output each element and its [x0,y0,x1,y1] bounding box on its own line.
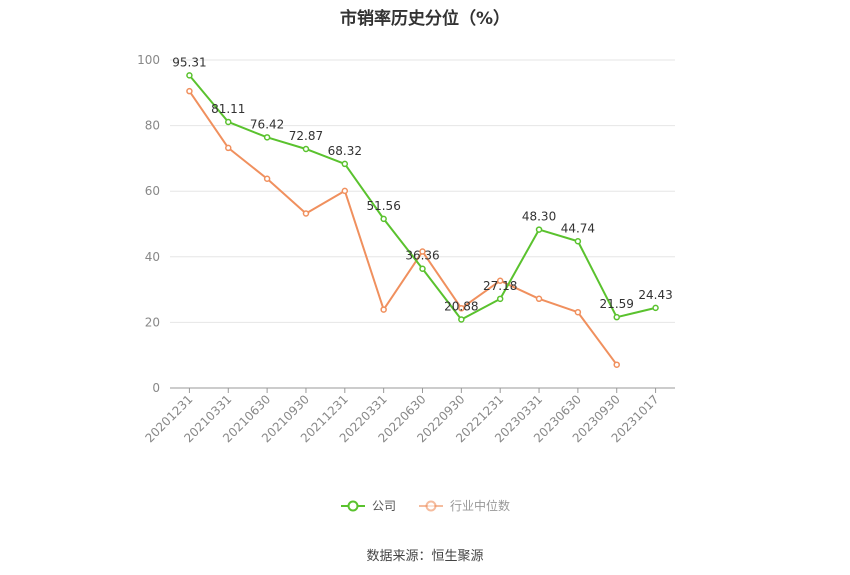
data-label: 44.74 [561,221,595,235]
series-layer [186,72,659,368]
data-label: 76.42 [250,117,284,131]
data-point[interactable] [458,305,465,312]
legend: 公司 行业中位数 [0,497,850,514]
legend-company-marker-icon [340,500,365,511]
data-point[interactable] [341,187,349,195]
data-label: 81.11 [211,102,245,116]
data-label: 68.32 [328,144,362,158]
data-point[interactable] [380,215,387,223]
y-tick-label: 60 [145,184,160,198]
y-tick-label: 0 [152,381,160,395]
data-point[interactable] [613,313,620,321]
legend-item-company[interactable]: 公司 [340,497,396,514]
data-label: 36.36 [405,249,439,263]
data-point[interactable] [186,87,193,95]
legend-label-industry: 行业中位数 [450,499,511,513]
data-point[interactable] [496,295,504,303]
data-point[interactable] [535,295,543,303]
data-label: 51.56 [366,199,400,213]
data-point[interactable] [574,238,582,245]
data-point[interactable] [652,304,659,312]
data-point[interactable] [225,144,232,152]
data-point[interactable] [263,134,271,141]
data-point[interactable] [186,72,193,79]
data-labels: 95.31 81.11 76.42 72.87 68.32 51.56 36.36 20.88… [172,55,673,313]
legend-label-company: 公司 [371,499,396,513]
data-label: 27.18 [483,279,517,293]
data-point[interactable] [419,265,426,272]
y-tick-label: 40 [145,250,160,264]
data-point[interactable] [535,226,543,233]
data-point[interactable] [263,175,271,182]
series-industry-median [186,87,620,368]
grid-lines [170,59,675,323]
data-point[interactable] [380,306,387,313]
data-point[interactable] [574,308,582,316]
data-point[interactable] [302,145,310,153]
data-point[interactable] [341,160,349,168]
series-line [188,90,618,366]
data-point[interactable] [419,248,426,255]
y-tick-label: 80 [145,119,160,133]
data-label: 24.43 [638,288,672,302]
data-point[interactable] [458,316,465,323]
legend-item-industry[interactable]: 行业中位数 [418,497,510,514]
data-point[interactable] [225,118,232,126]
series-company [186,72,659,323]
data-point[interactable] [613,361,620,368]
data-label: 72.87 [289,129,323,143]
data-label: 48.30 [522,210,556,224]
chart-title: 市销率历史分位（%） [339,9,511,29]
series-line [188,74,656,321]
y-tick-label: 20 [145,315,160,329]
data-point[interactable] [302,210,310,217]
data-label: 95.31 [172,55,206,69]
data-source: 数据来源：恒生聚源 [366,549,484,564]
y-tick-label: 100 [137,53,160,67]
data-label: 21.59 [600,297,634,311]
data-label: 20.88 [444,300,478,314]
data-point[interactable] [496,277,504,284]
legend-industry-marker-icon [419,500,443,511]
